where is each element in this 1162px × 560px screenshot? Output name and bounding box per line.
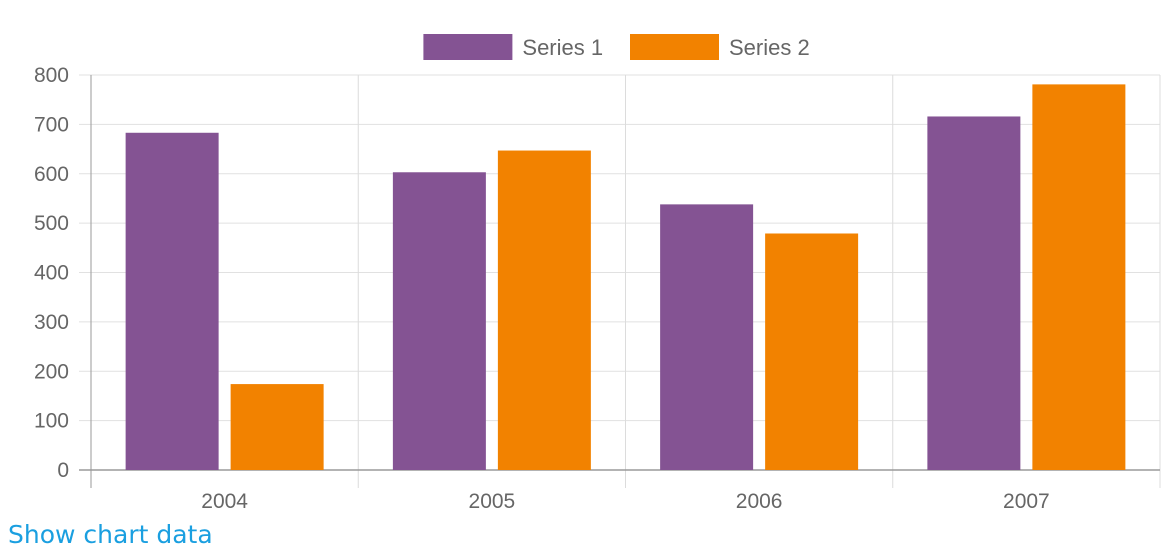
x-tick-label: 2004 <box>201 490 248 513</box>
x-tick-label: 2005 <box>469 490 516 513</box>
bars <box>125 84 1126 471</box>
grid <box>79 74 1161 488</box>
show-chart-data-link[interactable]: Show chart data <box>8 520 213 549</box>
y-tick-label: 300 <box>34 311 69 334</box>
x-tick-label: 2007 <box>1003 490 1050 513</box>
legend-label-series-1: Series 1 <box>522 35 603 60</box>
bar-series-2-2005 <box>497 150 591 470</box>
y-tick-label: 0 <box>57 459 69 482</box>
y-tick-label: 600 <box>34 163 69 186</box>
tick-labels: 0 100 200 300 400 500 600 700 800 2004 2005 2006 200… <box>34 64 1050 513</box>
bar-series-2-2004 <box>230 384 324 470</box>
legend-swatch-series-2 <box>630 34 719 60</box>
x-tick-label: 2006 <box>736 490 783 513</box>
legend-label-series-2: Series 2 <box>729 35 810 60</box>
bar-series-2-2007 <box>1032 84 1126 470</box>
legend: Series 1 Series 2 <box>423 34 810 60</box>
y-tick-label: 800 <box>34 64 69 87</box>
legend-swatch-series-1 <box>423 34 513 60</box>
y-tick-label: 400 <box>34 262 69 285</box>
bar-series-1-2006 <box>660 204 754 471</box>
chart: 0 100 200 300 400 500 600 700 800 2004 2005 2006 200… <box>34 34 1161 513</box>
y-tick-label: 100 <box>34 410 69 433</box>
bar-series-1-2005 <box>392 172 486 471</box>
bar-series-1-2004 <box>125 132 219 471</box>
y-tick-label: 700 <box>34 113 69 136</box>
y-tick-label: 200 <box>34 360 69 383</box>
bar-series-2-2006 <box>765 233 859 470</box>
y-tick-label: 500 <box>34 212 69 235</box>
bar-series-1-2007 <box>927 116 1021 470</box>
bar-chart: 0 100 200 300 400 500 600 700 800 2004 2005 2006 200… <box>34 34 1161 513</box>
